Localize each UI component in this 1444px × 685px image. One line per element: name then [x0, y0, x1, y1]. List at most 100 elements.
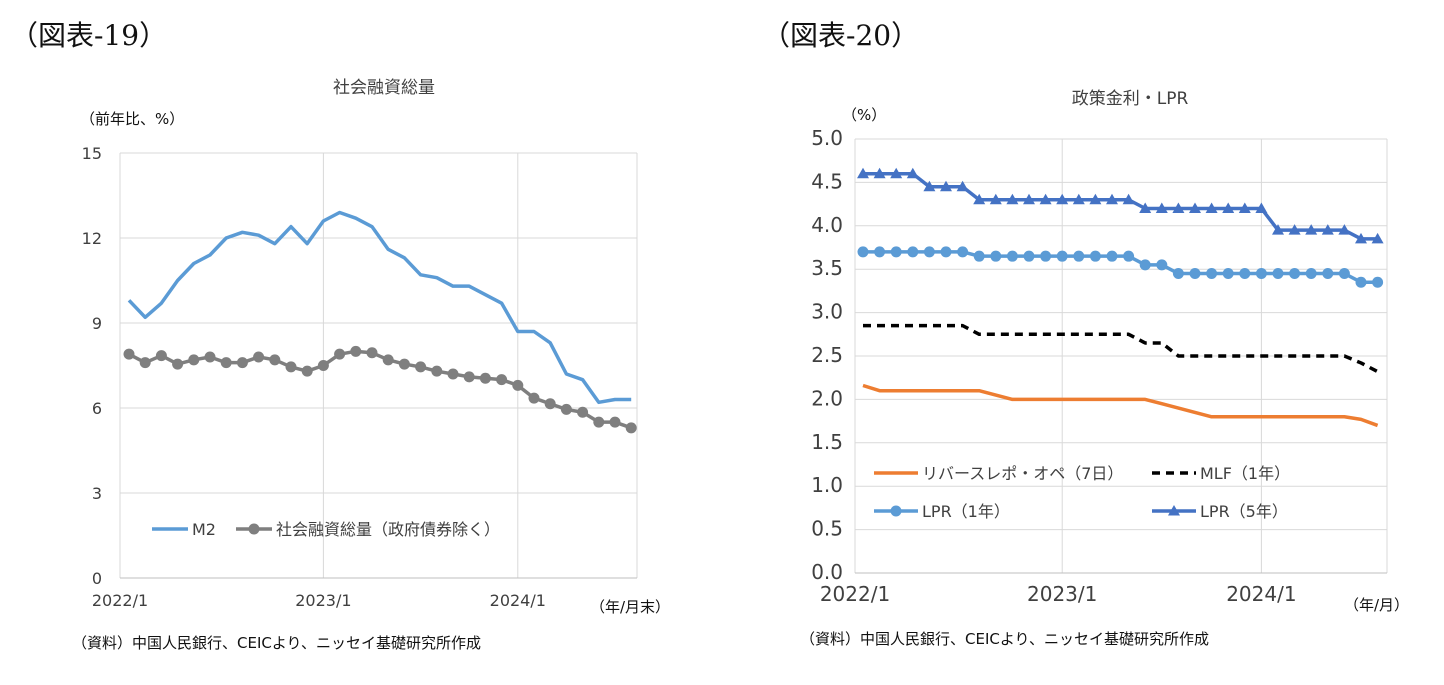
legend-label: 社会融資総量（政府債券除く） [276, 520, 500, 539]
figure-20-label: （図表-20） [762, 19, 920, 52]
series-marker [496, 374, 508, 386]
series-marker [382, 354, 394, 366]
series-marker [1322, 268, 1334, 280]
y-tick-label: 9 [92, 314, 102, 333]
series-marker [1338, 224, 1351, 235]
series-marker [479, 372, 491, 384]
series-marker [1123, 250, 1135, 262]
series-marker [1371, 232, 1384, 244]
y-tick-label: 5.0 [811, 126, 843, 150]
series-marker [1023, 250, 1035, 262]
series-marker [1205, 202, 1218, 213]
series-marker [415, 361, 427, 373]
series-line [863, 323, 1379, 374]
series-marker [906, 167, 919, 179]
legend-marker [248, 523, 260, 535]
series-marker [1239, 268, 1251, 280]
figure-20-source: （資料）中国人民銀行、CEICより、ニッセイ基礎研究所作成 [800, 630, 1209, 648]
series-marker [923, 180, 936, 192]
series-marker [940, 246, 952, 258]
series-marker [907, 246, 919, 258]
series-marker [188, 354, 200, 366]
series-line [862, 383, 1379, 428]
y-axis-label: （%） [842, 106, 886, 124]
series-marker [447, 368, 459, 380]
series-marker [398, 358, 410, 370]
series-marker [857, 246, 869, 258]
y-tick-label: 1.5 [811, 430, 843, 454]
series-marker [1139, 202, 1152, 213]
chart-19-svg: 社会融資総量 （前年比、%） （年/月末） 0 3 6 9 12 15 2022/1 2023/1 2… [80, 78, 670, 616]
series-marker [350, 345, 362, 357]
legend-label: M2 [192, 520, 216, 539]
series-marker [1006, 193, 1019, 205]
series-marker [1338, 268, 1350, 280]
series-marker [204, 351, 216, 363]
series-marker [463, 371, 475, 383]
series-marker [1355, 232, 1367, 244]
series-2 [863, 323, 1379, 374]
series-marker [989, 193, 1002, 205]
series-marker [1272, 224, 1284, 235]
x-tick-label: 2023/1 [295, 591, 351, 610]
series-marker [236, 357, 248, 369]
series-marker [172, 358, 184, 370]
series-marker [1305, 268, 1317, 280]
series-marker [366, 347, 378, 359]
y-tick-label: 0.5 [811, 517, 843, 541]
series-marker [1089, 250, 1101, 262]
series-marker [1139, 259, 1151, 271]
series-marker [1106, 193, 1118, 205]
series-marker [956, 180, 969, 192]
series-marker [139, 357, 151, 369]
y-tick-label: 3.5 [811, 256, 843, 280]
y-tick-label: 2.0 [811, 386, 843, 410]
series-marker [544, 398, 556, 410]
series-1 [862, 383, 1379, 428]
series-marker [1222, 202, 1235, 213]
series-marker [285, 361, 297, 373]
series-line [863, 171, 1378, 241]
figure-19-panel: （図表-19） 社会融資総量 （前年比、%） （年/月末） 0 3 6 9 12 15 2022/… [0, 0, 720, 685]
series-marker [890, 167, 903, 179]
series-2 [123, 345, 637, 434]
y-axis-label: （前年比、%） [80, 110, 184, 128]
series-marker [1189, 202, 1201, 213]
series-marker [874, 246, 886, 258]
series-marker [431, 365, 443, 377]
series-marker [1056, 250, 1068, 262]
y-tick-label: 12 [82, 229, 102, 248]
series-marker [220, 357, 232, 369]
series-line [863, 250, 1378, 284]
series-marker [1106, 250, 1118, 262]
legend-marker [1168, 505, 1180, 516]
series-marker [1189, 268, 1201, 280]
series-marker [1056, 193, 1069, 205]
series-marker [334, 348, 346, 360]
x-axis-label: （年/月） [1344, 596, 1409, 614]
series-line [127, 210, 632, 405]
series-marker [1355, 276, 1367, 288]
series-marker [269, 354, 281, 366]
figure-19-label: （図表-19） [10, 19, 168, 52]
series-marker [528, 392, 540, 404]
series-marker [1272, 268, 1284, 280]
series-marker [1039, 193, 1052, 205]
series-line [128, 349, 632, 430]
x-tick-label: 2022/1 [820, 582, 890, 606]
series-marker [609, 416, 621, 428]
series-1 [127, 210, 632, 405]
series-3 [857, 246, 1384, 288]
series-marker [512, 379, 524, 391]
legend: リバースレポ・オペ（7日） MLF（1年） LPR（1年） LPR（5年） [874, 464, 1290, 521]
legend-marker [890, 505, 902, 517]
y-tick-label: 3.0 [811, 300, 843, 324]
series-marker [1172, 268, 1184, 280]
series-marker [1255, 202, 1268, 213]
series-marker [857, 167, 869, 179]
series-marker [1372, 276, 1384, 288]
legend: M2 社会融資総量（政府債券除く） [152, 520, 500, 539]
series-marker [1089, 193, 1102, 205]
series-marker [923, 246, 935, 258]
series-marker [1288, 224, 1301, 235]
